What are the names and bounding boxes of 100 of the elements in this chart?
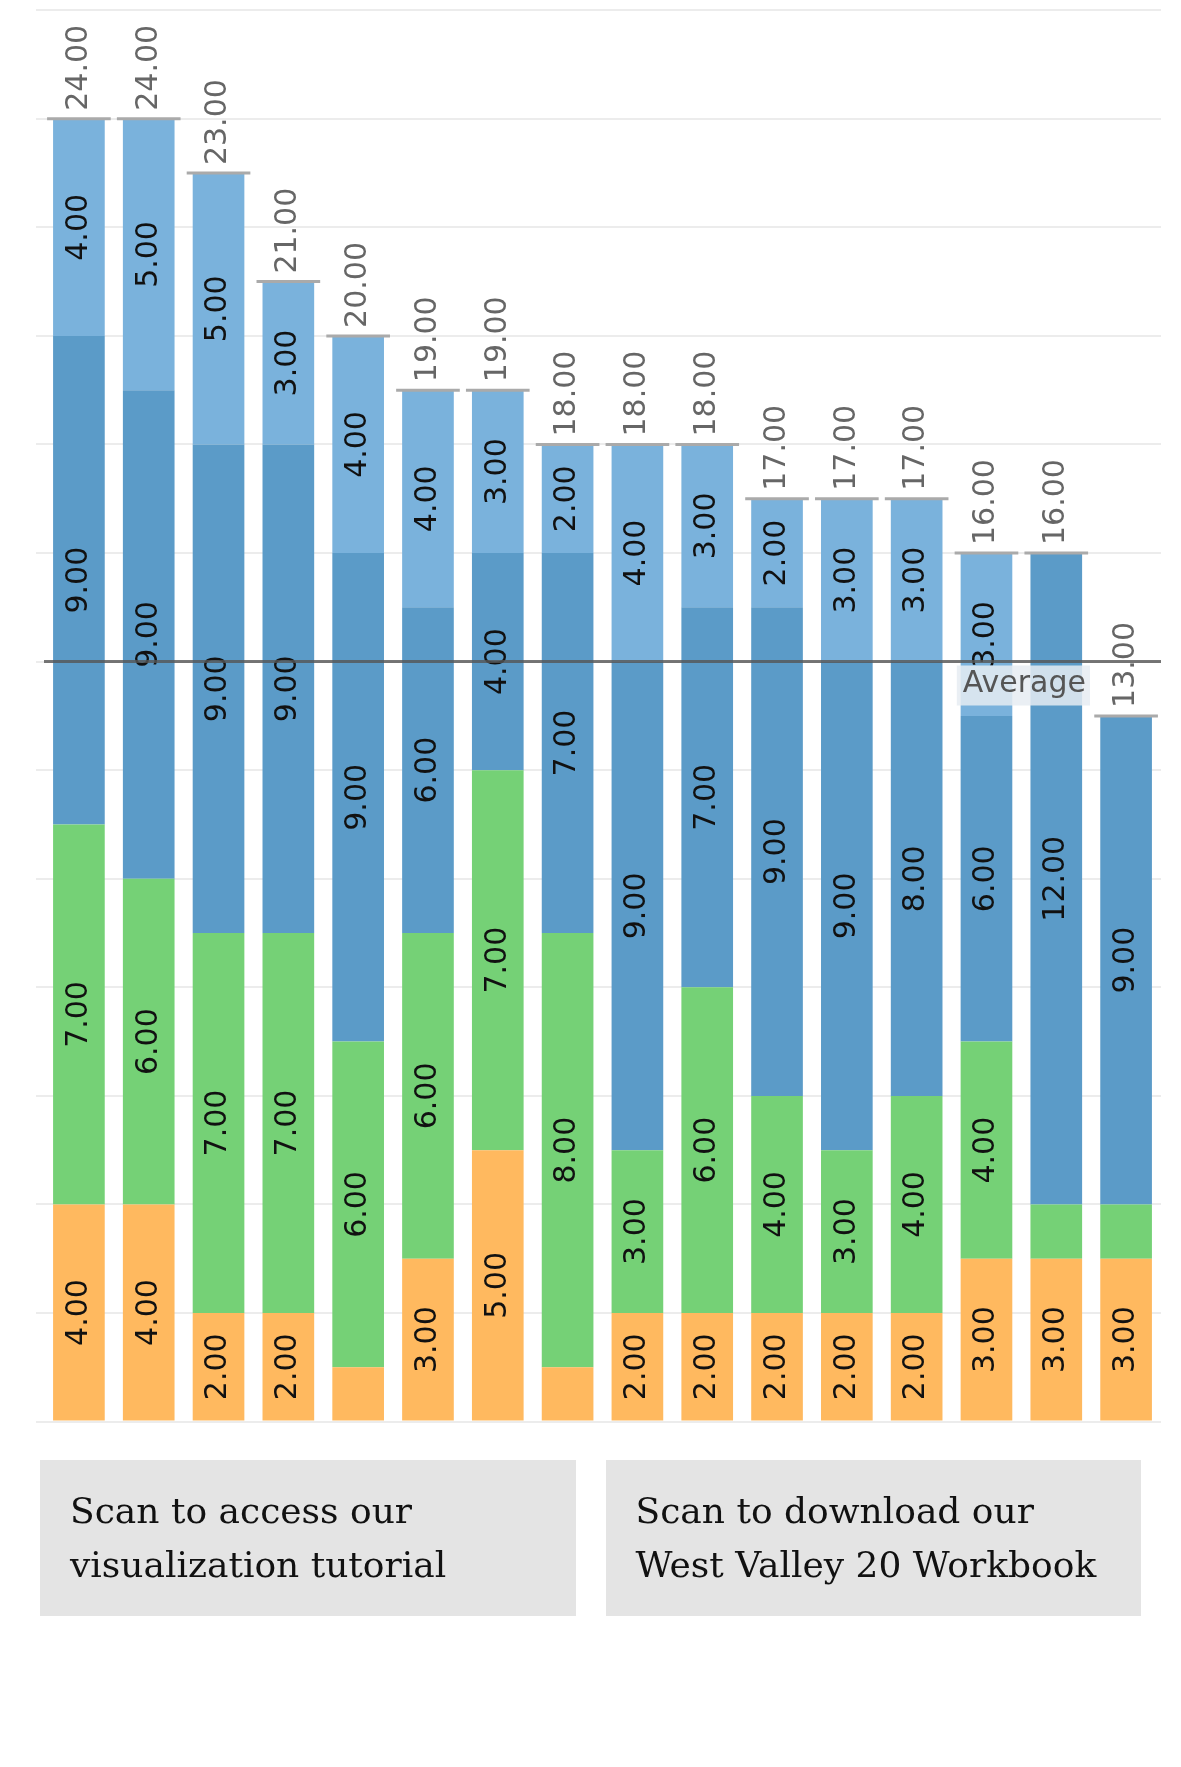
bar (890, 1095, 943, 1314)
bar (681, 444, 734, 608)
total-label: 24.00 (128, 24, 164, 111)
data-label: 3.00 (477, 438, 513, 506)
data-label: 2.00 (547, 465, 583, 533)
data-label: 4.00 (896, 1171, 932, 1238)
bar (402, 933, 454, 1259)
data-label: 4.00 (337, 411, 373, 478)
data-label: 9.00 (756, 818, 792, 886)
data-label: 3.00 (268, 329, 304, 397)
bar (122, 390, 175, 879)
data-label: 2.00 (756, 1333, 792, 1401)
bar (541, 553, 594, 934)
data-label: 5.00 (198, 275, 234, 343)
data-label: 9.00 (826, 872, 862, 940)
data-label: 3.00 (826, 1198, 862, 1265)
data-label: 6.00 (128, 1008, 164, 1076)
data-label: 7.00 (687, 763, 723, 831)
bar (751, 1313, 803, 1421)
data-label: 7.00 (547, 709, 583, 777)
bar (960, 1041, 1013, 1259)
data-label: 4.00 (128, 1279, 164, 1346)
data-label: 2.00 (826, 1333, 862, 1401)
bar (262, 281, 315, 445)
data-label: 3.00 (1105, 1306, 1141, 1374)
bar (262, 444, 315, 934)
bar (332, 1041, 384, 1368)
bar (53, 824, 105, 1205)
bar (471, 553, 524, 771)
bar (821, 498, 873, 662)
bar (332, 335, 384, 554)
bar (960, 1258, 1013, 1421)
bar (192, 444, 245, 934)
data-label: 8.00 (896, 845, 932, 913)
data-label: 2.00 (617, 1333, 653, 1401)
data-label: 2.00 (896, 1333, 932, 1401)
bar (192, 173, 245, 445)
total-label: 18.00 (547, 350, 583, 437)
bar (890, 498, 943, 662)
data-label: 7.00 (268, 1089, 304, 1157)
data-label: 9.00 (198, 655, 234, 723)
data-label: 3.00 (896, 546, 932, 614)
data-label: 9.00 (337, 763, 373, 831)
bar (821, 1313, 873, 1421)
data-label: 2.00 (268, 1333, 304, 1401)
data-label: 4.00 (58, 1279, 94, 1346)
bar (681, 1313, 734, 1421)
bar (122, 878, 175, 1205)
total-label: 18.00 (687, 350, 723, 437)
total-label: 16.00 (966, 459, 1002, 546)
data-label: 5.00 (477, 1251, 513, 1319)
data-label: 2.00 (756, 519, 792, 587)
bar (332, 1367, 384, 1421)
bar (751, 607, 803, 1096)
data-label: 5.00 (128, 221, 164, 288)
total-label: 19.00 (477, 296, 513, 383)
data-label: 9.00 (128, 601, 164, 668)
bar (541, 1367, 594, 1421)
data-label: 9.00 (617, 872, 653, 940)
bar (890, 661, 943, 1096)
total-label: 20.00 (337, 242, 373, 328)
data-label: 4.00 (966, 1116, 1002, 1184)
text: Scan to download our West Valley 20 Workbook (605, 1460, 1141, 1616)
data-label: 7.00 (198, 1089, 234, 1157)
data-label: 4.00 (756, 1171, 792, 1238)
data-label: 6.00 (407, 1062, 443, 1130)
data-label: 6.00 (337, 1171, 373, 1238)
bar (53, 118, 105, 336)
data-label: 6.00 (687, 1116, 723, 1184)
bar (122, 1204, 175, 1421)
bar (541, 933, 594, 1368)
bar (681, 607, 734, 988)
data-label: 6.00 (966, 845, 1002, 913)
bar (402, 390, 454, 608)
total-label: 21.00 (268, 187, 304, 274)
data-label: 12.00 (1036, 835, 1072, 922)
data-label: 4.00 (617, 519, 653, 587)
total-label: 13.00 (1105, 622, 1141, 708)
bar (1100, 1258, 1152, 1421)
bar (53, 1204, 105, 1421)
bar (611, 661, 664, 1151)
bar (751, 1095, 803, 1314)
bar (262, 933, 315, 1314)
bar (471, 1150, 524, 1421)
total-label: 17.00 (756, 404, 792, 491)
bar (471, 770, 524, 1151)
data-label: 4.00 (407, 465, 443, 533)
data-label: 8.00 (547, 1116, 583, 1184)
data-label: 4.00 (58, 193, 94, 261)
bar (611, 1150, 664, 1314)
bar (192, 933, 245, 1314)
bar (821, 1150, 873, 1314)
total-label: 23.00 (198, 79, 234, 166)
data-label: 7.00 (58, 981, 94, 1048)
bar (1030, 1204, 1083, 1259)
total-label: 18.00 (617, 350, 653, 437)
bar (1100, 715, 1152, 1205)
total-label: 17.00 (896, 404, 932, 491)
data-label: 3.00 (966, 601, 1002, 668)
data-label: 2.00 (198, 1333, 234, 1401)
